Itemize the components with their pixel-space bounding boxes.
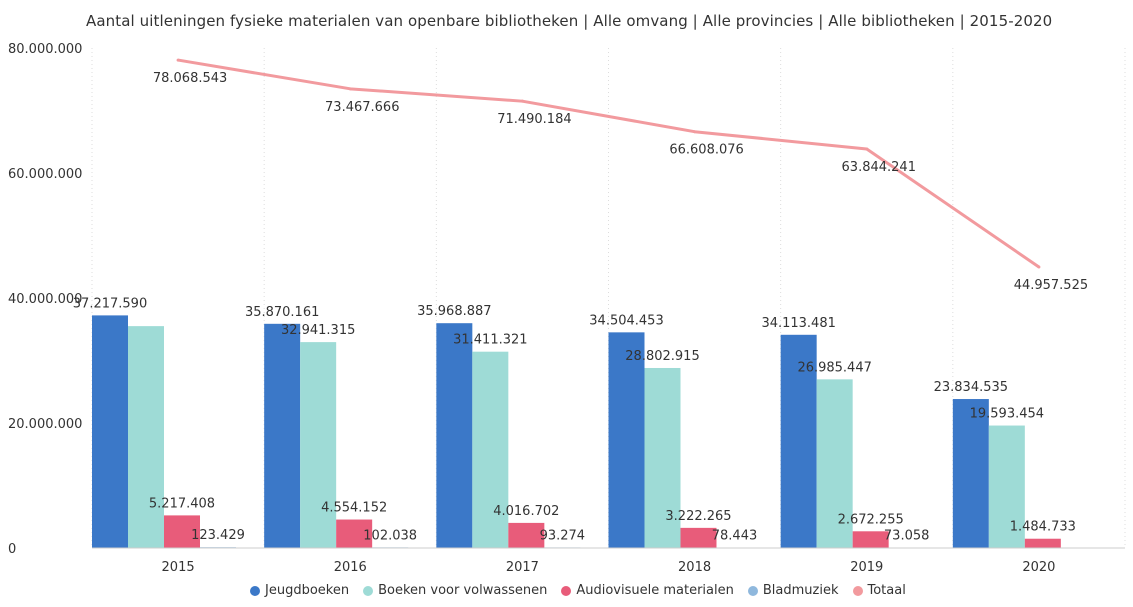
line-data-label: 63.844.241 [842,160,916,175]
data-label: 26.985.447 [797,360,871,375]
data-label: 35.968.887 [417,304,491,319]
data-label: 78.443 [712,529,758,544]
chart-legend: Jeugdboeken Boeken voor volwassenen Audiov… [250,583,906,598]
y-tick-label: 40.000.000 [8,292,82,307]
data-label: 1.484.733 [1010,520,1076,535]
data-label: 19.593.454 [970,407,1044,422]
data-label: 37.217.590 [73,296,147,311]
data-label: 102.038 [363,528,417,543]
bar [852,531,889,548]
x-tick-label: 2018 [678,560,711,575]
line-point [865,147,869,151]
y-tick-label: 60.000.000 [8,167,82,182]
legend-swatch [852,585,863,596]
bar [436,323,473,548]
bar [472,351,509,548]
bar [680,527,717,548]
legend-swatch [747,585,758,596]
x-tick-label: 2019 [850,560,883,575]
bar [300,342,337,548]
x-tick-label: 2017 [506,560,539,575]
x-tick-label: 2020 [1022,560,1055,575]
legend-label: Audiovisuele materialen [576,583,734,598]
legend-item[interactable]: Bladmuziek [747,583,839,598]
bar [336,519,373,548]
data-label: 35.870.161 [245,305,319,320]
chart-title: Aantal uitleningen fysieke materialen va… [86,12,1053,30]
bar [92,315,128,548]
bar [644,367,681,548]
data-label: 93.274 [540,528,586,543]
data-label: 31.411.321 [453,333,527,348]
bar [128,326,164,548]
legend-swatch [363,585,374,596]
line-data-label: 66.608.076 [669,143,743,158]
data-label: 3.222.265 [665,509,731,524]
legend-item[interactable]: Boeken voor volwassenen [363,583,547,598]
legend-label: Totaal [867,583,906,598]
data-label: 4.016.702 [493,504,559,519]
bar [508,522,545,548]
bar [780,334,817,548]
bar [988,425,1025,548]
data-label: 23.834.535 [934,380,1008,395]
legend-swatch [561,585,572,596]
y-tick-label: 0 [8,542,16,557]
bar [952,399,989,548]
bar [264,323,301,548]
data-label: 32.941.315 [281,323,355,338]
bar [164,515,200,548]
legend-item[interactable]: Audiovisuele materialen [561,583,734,598]
legend-item[interactable]: Jeugdboeken [250,583,349,598]
data-label: 73.058 [884,529,930,544]
line-data-label: 71.490.184 [497,112,571,127]
bar [1024,538,1061,548]
y-tick-label: 80.000.000 [8,42,82,57]
x-tick-label: 2015 [162,560,195,575]
line-data-label: 73.467.666 [325,100,399,115]
data-label: 2.672.255 [838,512,904,527]
data-label: 4.554.152 [321,501,387,516]
data-label: 123.429 [191,528,245,543]
line-data-label: 78.068.543 [153,71,227,86]
line-point [693,130,697,134]
line-point [176,58,180,62]
x-tick-label: 2016 [334,560,367,575]
data-label: 28.802.915 [625,349,699,364]
y-tick-label: 20.000.000 [8,417,82,432]
line-data-label: 44.957.525 [1014,278,1088,293]
line-point [520,99,524,103]
legend-item[interactable]: Totaal [852,583,906,598]
line-point [348,87,352,91]
legend-label: Boeken voor volwassenen [378,583,548,598]
data-label: 5.217.408 [149,496,215,511]
legend-label: Bladmuziek [762,583,839,598]
bar [608,332,645,548]
data-label: 34.113.481 [761,316,835,331]
data-label: 34.504.453 [589,313,663,328]
legend-swatch [250,585,260,596]
line-point [1037,265,1041,269]
legend-label: Jeugdboeken [265,583,350,598]
total-line [177,58,1040,269]
bar [816,379,853,548]
